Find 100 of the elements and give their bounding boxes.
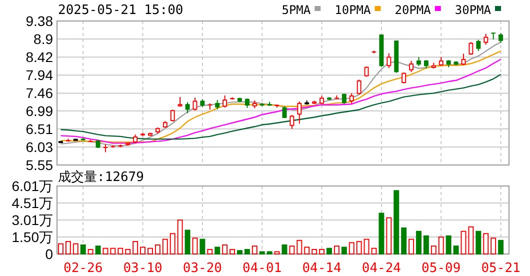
bar	[326, 248, 332, 254]
bar	[423, 235, 429, 254]
bar	[274, 251, 280, 254]
candlestick	[409, 60, 414, 73]
bar	[214, 246, 220, 254]
bar	[118, 248, 124, 254]
y-tick-label: 5.55	[26, 157, 54, 173]
bar	[72, 243, 78, 254]
bar	[401, 227, 407, 254]
bar	[304, 246, 310, 254]
candlestick	[342, 93, 346, 105]
bar	[222, 244, 228, 254]
y-tick-label: 7.46	[26, 85, 54, 102]
bar	[453, 246, 459, 254]
bar	[312, 248, 318, 254]
bar	[438, 236, 444, 254]
bar	[200, 238, 206, 254]
bar	[446, 235, 452, 254]
bar	[296, 240, 302, 254]
bar	[282, 244, 288, 254]
bar	[230, 248, 236, 254]
candlestick	[468, 42, 474, 56]
chart-title: 2025-05-21 15:00	[58, 3, 184, 18]
x-tick-label: 05-09	[422, 261, 461, 276]
y-tick-label: 1.50万	[12, 229, 53, 246]
y-tick-label: 6.51	[26, 120, 54, 137]
y-tick-label: 6.99	[26, 102, 54, 119]
candlestick	[386, 52, 392, 68]
candlestick	[185, 102, 190, 114]
y-tick-label: 9.38	[26, 13, 54, 29]
bar	[490, 238, 496, 254]
candlestick	[215, 99, 220, 110]
y-tick-label: 8.9	[34, 31, 54, 48]
bar	[125, 248, 131, 254]
bar	[364, 238, 370, 254]
bar	[498, 240, 504, 254]
bar	[334, 246, 340, 254]
x-tick-label: 03-20	[182, 261, 222, 276]
x-tick-label: 04-24	[362, 261, 402, 276]
candlestick	[192, 97, 198, 111]
candlestick	[297, 100, 302, 124]
y-tick-label: 8.42	[26, 49, 54, 66]
bar	[394, 190, 400, 254]
candlestick	[484, 33, 488, 46]
y-tick-label: 0	[45, 246, 54, 262]
candlestick	[476, 39, 481, 52]
bar	[162, 238, 168, 254]
bar	[244, 248, 250, 254]
bar	[132, 241, 138, 254]
bar	[289, 246, 295, 254]
bar	[102, 248, 108, 254]
bar	[386, 217, 392, 254]
text: 成交量:12679	[58, 169, 144, 185]
y-tick-label: 3.01万	[12, 212, 53, 228]
bar	[378, 212, 384, 254]
y-tick-label: 6.03	[26, 138, 54, 155]
bar	[237, 250, 242, 254]
bar	[177, 220, 183, 254]
candlestick	[356, 79, 362, 95]
bar	[95, 246, 101, 254]
legend-label: 20PMA	[394, 3, 432, 17]
bar	[110, 248, 116, 254]
bar	[468, 226, 474, 254]
x-tick-label: 05-21	[481, 261, 520, 276]
bar	[252, 246, 258, 254]
bar	[154, 244, 160, 254]
bar	[140, 246, 146, 254]
bar	[371, 248, 377, 254]
y-tick-label: 7.94	[26, 67, 54, 84]
x-tick-label: 03-10	[123, 261, 162, 276]
bar	[259, 251, 265, 254]
bar	[319, 248, 325, 254]
bar	[430, 246, 436, 254]
bar	[192, 238, 198, 254]
y-tick-label: 6.01万	[12, 178, 53, 194]
bar	[356, 241, 362, 254]
bar	[147, 248, 153, 254]
bar	[170, 233, 176, 254]
candlestick	[170, 109, 175, 122]
legend-label: 10PMA	[334, 3, 372, 17]
bar	[476, 230, 482, 254]
bar	[207, 248, 213, 254]
bar	[80, 244, 86, 254]
bar	[341, 246, 347, 254]
bar	[460, 230, 466, 254]
bar	[184, 230, 190, 254]
candlestick	[222, 94, 228, 108]
candlestick	[402, 72, 406, 84]
bar	[408, 238, 414, 254]
legend-label: 30PMA	[454, 3, 492, 17]
x-tick-label: 02-26	[64, 261, 103, 276]
y-tick-label: 4.51万	[12, 194, 53, 211]
candlestick	[416, 56, 421, 67]
bar	[58, 243, 64, 254]
candlestick	[244, 98, 250, 108]
bar	[483, 233, 489, 254]
bar	[88, 248, 94, 254]
x-tick-label: 04-14	[302, 261, 342, 276]
line-series	[60, 74, 502, 140]
legend-label: 5PMA	[282, 3, 312, 17]
